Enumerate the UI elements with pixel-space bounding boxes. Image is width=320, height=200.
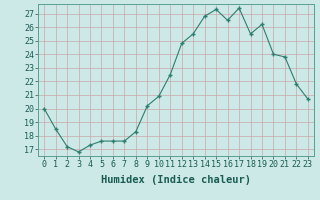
X-axis label: Humidex (Indice chaleur): Humidex (Indice chaleur): [101, 175, 251, 185]
